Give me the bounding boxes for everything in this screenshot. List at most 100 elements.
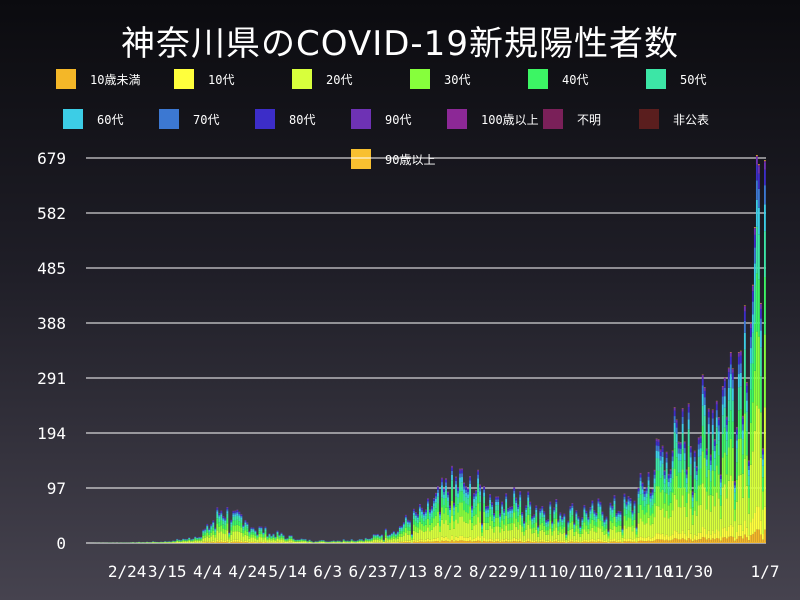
bar-segment — [639, 481, 642, 486]
bar-segment — [408, 523, 411, 525]
bar-segment — [681, 411, 684, 417]
bar-segment — [455, 480, 457, 485]
bar-segment — [435, 508, 437, 516]
bar-segment — [727, 372, 730, 380]
bar-segment — [447, 507, 449, 515]
legend-swatch — [410, 69, 430, 89]
bar-segment — [561, 529, 564, 534]
bar-segment — [679, 442, 682, 445]
bar-segment — [404, 520, 407, 524]
bar-segment — [455, 540, 457, 543]
bar-segment — [709, 460, 712, 465]
bar-segment — [509, 510, 512, 514]
bar-segment — [633, 541, 636, 543]
bar-segment — [461, 491, 463, 503]
legend-swatch — [174, 69, 194, 89]
bar-segment — [751, 518, 754, 534]
bar-segment — [627, 526, 630, 539]
bar-segment — [549, 541, 552, 543]
bar-segment — [591, 503, 594, 506]
bar-segment — [653, 503, 656, 518]
bar-segment — [358, 541, 361, 543]
bar-segment — [236, 541, 239, 543]
bar-segment — [655, 450, 658, 458]
bar-segment — [721, 386, 724, 391]
bar-segment — [196, 541, 199, 543]
bar-segment — [230, 524, 233, 527]
bar-segment — [613, 541, 616, 543]
bar-segment — [491, 509, 494, 515]
bar-segment — [661, 539, 664, 543]
bar-segment — [412, 530, 415, 540]
bar-segment — [543, 540, 546, 542]
bar-segment — [384, 535, 387, 538]
bar-segment — [753, 285, 756, 324]
bar-segment — [206, 526, 209, 528]
bar-segment — [459, 470, 461, 474]
bar-segment — [431, 541, 433, 543]
bar-segment — [276, 531, 279, 533]
x-tick-label: 11/10 — [625, 562, 673, 581]
bar-segment — [741, 538, 744, 543]
bar-segment — [539, 508, 542, 510]
bar-segment — [222, 533, 225, 541]
bar-segment — [669, 482, 672, 492]
bar-segment — [599, 539, 602, 542]
bar-segment — [731, 400, 734, 422]
bar-segment — [302, 540, 305, 541]
bar-segment — [416, 532, 419, 541]
bar-segment — [465, 496, 467, 504]
bar-segment — [376, 542, 379, 543]
legend-label: 不明 — [577, 112, 602, 127]
bar-segment — [595, 541, 598, 543]
bar-segment — [220, 510, 223, 512]
bar-segment — [561, 519, 564, 521]
bar-segment — [232, 516, 235, 521]
bar-segment — [563, 522, 566, 527]
bar-segment — [707, 469, 710, 496]
bar-segment — [629, 500, 632, 504]
bar-segment — [705, 450, 708, 455]
bar-segment — [571, 515, 574, 522]
bar-segment — [701, 483, 704, 527]
bar-segment — [204, 530, 207, 532]
bar-segment — [589, 509, 592, 512]
bar-segment — [599, 514, 602, 521]
bar-segment — [270, 537, 273, 539]
bar-segment — [639, 474, 642, 478]
bar-segment — [663, 536, 666, 541]
bar-segment — [264, 527, 267, 529]
bar-segment — [473, 498, 475, 503]
bar-segment — [691, 541, 694, 543]
bar-segment — [282, 536, 285, 538]
bar-segment — [461, 535, 463, 541]
bar-segment — [579, 536, 582, 542]
bar-segment — [254, 531, 257, 533]
bar-segment — [384, 531, 387, 533]
bar-segment — [625, 539, 628, 542]
bar-segment — [509, 523, 512, 531]
bar-segment — [629, 518, 632, 528]
bar-segment — [631, 516, 634, 521]
bar-segment — [711, 434, 714, 451]
bar-segment — [633, 503, 636, 506]
bar-segment — [250, 530, 253, 533]
bar-segment — [238, 512, 241, 514]
bar-segment — [755, 199, 758, 227]
bar-segment — [709, 471, 712, 482]
bar-segment — [288, 538, 291, 541]
bar-segment — [262, 541, 265, 543]
bar-segment — [509, 509, 512, 511]
bar-segment — [238, 540, 241, 542]
bar-segment — [547, 520, 550, 523]
bar-segment — [725, 531, 728, 539]
bar-segment — [623, 525, 626, 539]
bar-segment — [729, 475, 732, 525]
bar-segment — [503, 509, 506, 512]
bar-segment — [483, 487, 486, 490]
bar-segment — [260, 528, 263, 530]
bar-segment — [210, 527, 213, 530]
bar-segment — [581, 522, 584, 526]
bar-segment — [226, 511, 229, 514]
bar-segment — [557, 522, 560, 524]
